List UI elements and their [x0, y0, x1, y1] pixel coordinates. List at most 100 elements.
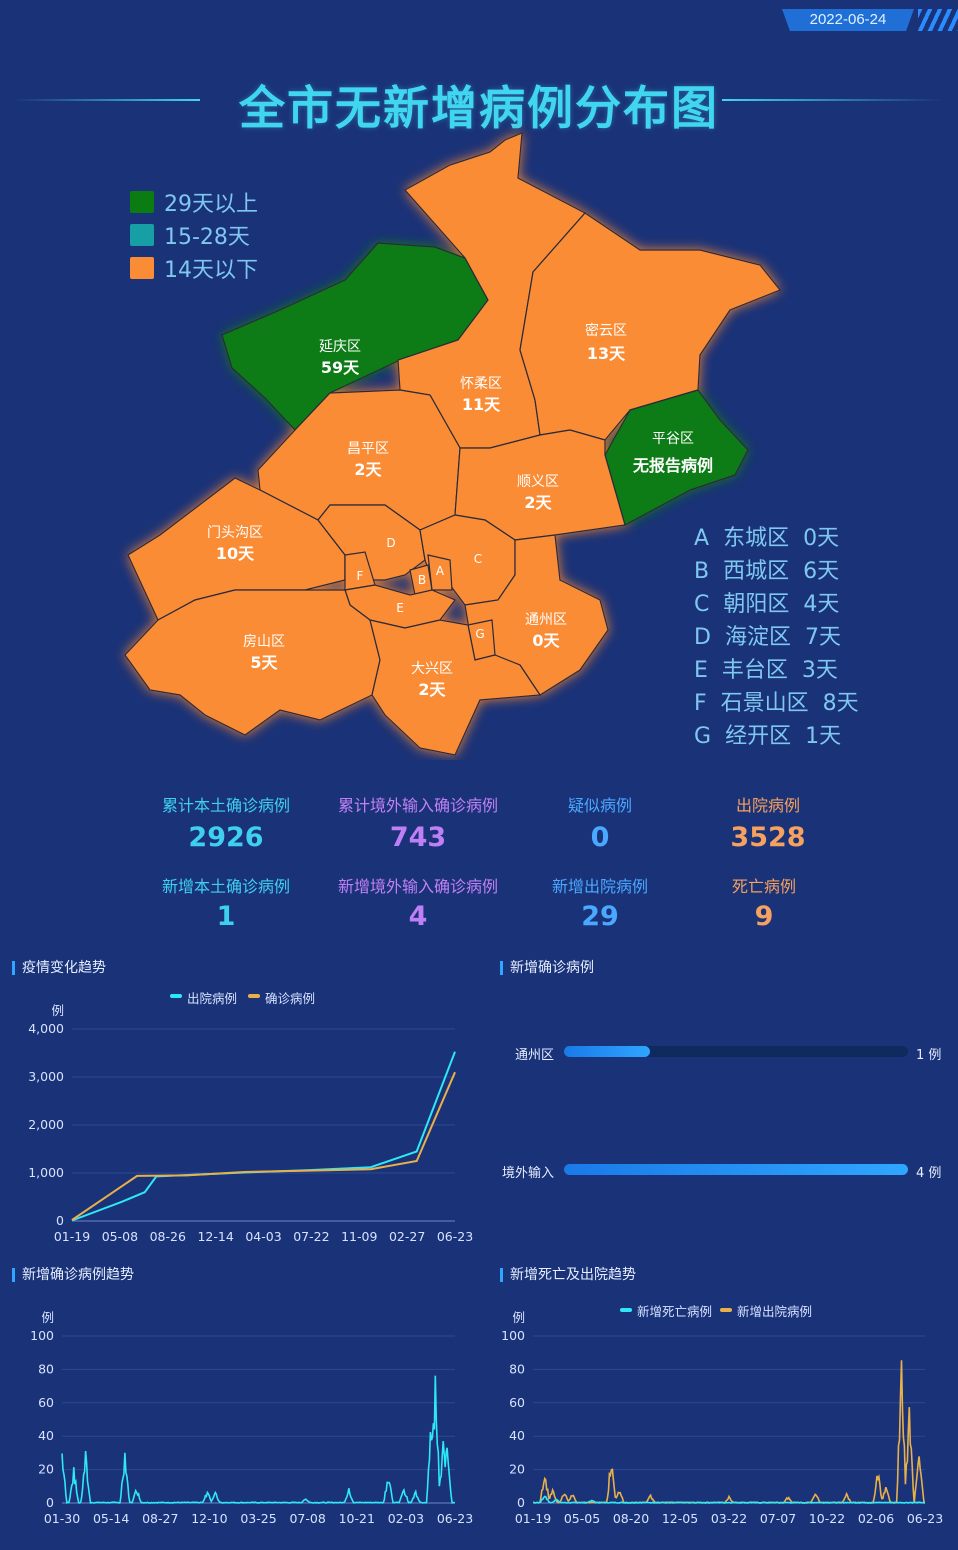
x-tick-label: 03-25: [240, 1511, 276, 1526]
district-key-row: B 西城区 6天: [694, 553, 859, 586]
stat-cumulative-imported: 累计境外输入确诊病例 743: [318, 792, 518, 853]
stat-label: 新增本土确诊病例: [161, 877, 290, 896]
key-name: 东城区: [723, 526, 790, 551]
key-letter: F: [694, 691, 707, 716]
stat-value: 1: [216, 901, 236, 932]
y-axis-unit: 例: [41, 1310, 54, 1325]
section-title-new-confirmed: 新增确诊病例: [500, 961, 594, 975]
y-tick-label: 0: [56, 1213, 64, 1228]
x-tick-label: 12-05: [662, 1511, 698, 1526]
x-tick-label: 01-19: [515, 1511, 551, 1526]
key-letter: C: [694, 592, 710, 617]
key-name: 海淀区: [724, 625, 791, 650]
legend-label: 29天以上: [164, 191, 258, 217]
bar-row: 通州区 1 例: [490, 1042, 950, 1063]
district-letter-a: A: [436, 564, 445, 578]
key-letter: D: [694, 625, 711, 650]
map-legend: 29天以上 15-28天 14天以下: [130, 185, 258, 284]
key-days: 4天: [803, 592, 840, 617]
stat-value: 4: [408, 901, 428, 932]
y-tick-label: 0: [517, 1495, 525, 1510]
district-daxing[interactable]: [369, 619, 542, 756]
series-line: [532, 1360, 925, 1504]
district-letter-f: F: [357, 569, 364, 583]
x-tick-label: 01-19: [54, 1229, 90, 1244]
legend-item-15-28: 15-28天: [130, 218, 258, 251]
stat-value: 9: [754, 901, 774, 932]
district-key-row: C 朝阳区 4天: [694, 586, 859, 619]
section-title-death-discharge-trend: 新增死亡及出院趋势: [500, 1268, 636, 1282]
district-dongcheng[interactable]: [427, 554, 453, 591]
stat-value: 29: [581, 901, 619, 932]
bar-fill: [564, 1164, 908, 1175]
district-label-tongzhou: 通州区: [525, 612, 567, 628]
series-line: [61, 1375, 456, 1505]
bar-value-label: 4 例: [916, 1166, 942, 1181]
stat-label: 累计境外输入确诊病例: [337, 796, 498, 815]
x-tick-label: 06-23: [907, 1511, 943, 1526]
legend-swatch: [130, 223, 154, 246]
district-key-row: G 经开区 1天: [694, 718, 859, 751]
x-tick-label: 07-08: [289, 1511, 325, 1526]
stat-label: 疑似病例: [567, 796, 632, 815]
x-tick-label: 08-20: [613, 1511, 649, 1526]
legend-label: 15-28天: [164, 224, 250, 250]
y-tick-label: 20: [38, 1462, 54, 1477]
y-tick-label: 60: [509, 1395, 525, 1410]
district-label-changping: 昌平区: [347, 441, 389, 457]
bar-value-label: 1 例: [916, 1048, 942, 1063]
legend-swatch: [130, 256, 154, 279]
y-tick-label: 40: [38, 1428, 54, 1443]
x-tick-label: 05-08: [102, 1229, 138, 1244]
legend-swatch: [170, 994, 182, 998]
y-tick-label: 4,000: [28, 1021, 64, 1036]
stat-value: 0: [590, 822, 610, 853]
bar-category-label: 境外输入: [501, 1166, 554, 1181]
stat-value: 743: [389, 822, 447, 853]
key-days: 7天: [804, 625, 841, 650]
district-days-shunyi: 2天: [524, 493, 552, 512]
stat-new-local: 新增本土确诊病例 1: [126, 873, 326, 932]
legend-label: 新增死亡病例: [637, 1304, 712, 1319]
district-days-huairou: 11天: [462, 395, 501, 414]
legend-swatch: [720, 1308, 732, 1312]
x-tick-label: 02-06: [858, 1511, 894, 1526]
key-name: 经开区: [725, 724, 792, 749]
page-title: 全市无新增病例分布图: [239, 81, 719, 135]
x-tick-label: 10-21: [339, 1511, 375, 1526]
y-axis-unit: 例: [51, 1003, 64, 1018]
y-tick-label: 3,000: [28, 1069, 64, 1084]
x-tick-label: 12-14: [197, 1229, 233, 1244]
legend-swatch: [620, 1308, 632, 1312]
stat-label: 新增出院病例: [551, 877, 648, 896]
district-days-fangshan: 5天: [250, 653, 278, 672]
district-key-row: A 东城区 0天: [694, 520, 859, 553]
bar-category-label: 通州区: [514, 1048, 554, 1063]
date-stripes-decoration: [918, 9, 958, 31]
district-letter-c: C: [474, 552, 482, 566]
key-days: 6天: [803, 559, 840, 584]
stat-value: 2926: [188, 822, 264, 853]
district-days-tongzhou: 0天: [532, 631, 560, 650]
x-tick-label: 10-22: [809, 1511, 845, 1526]
x-tick-label: 07-22: [293, 1229, 329, 1244]
x-tick-label: 03-22: [711, 1511, 747, 1526]
y-tick-label: 80: [38, 1361, 54, 1376]
title-line-left: [12, 99, 200, 101]
y-tick-label: 0: [46, 1495, 54, 1510]
bar-track: [564, 1046, 908, 1057]
key-days: 8天: [822, 691, 859, 716]
series-line: [532, 1495, 926, 1504]
district-label-shunyi: 顺义区: [517, 474, 559, 490]
stat-label: 出院病例: [735, 796, 800, 815]
x-tick-label: 08-27: [142, 1511, 178, 1526]
key-letter: E: [694, 658, 708, 683]
key-name: 朝阳区: [723, 592, 790, 617]
y-tick-label: 60: [38, 1395, 54, 1410]
key-letter: B: [694, 559, 710, 584]
district-miyun[interactable]: [519, 212, 781, 441]
district-key-row: F 石景山区 8天: [694, 685, 859, 718]
district-key-list: A 东城区 0天 B 西城区 6天 C 朝阳区 4天 D 海淀区 7天 E 丰台…: [694, 520, 859, 751]
chart-new-confirmed-trend: 0 20 40 60 80 100 例 01-30 05-14 08-27 12-10 03-25 07…: [30, 1310, 473, 1526]
x-tick-label: 02-27: [389, 1229, 425, 1244]
